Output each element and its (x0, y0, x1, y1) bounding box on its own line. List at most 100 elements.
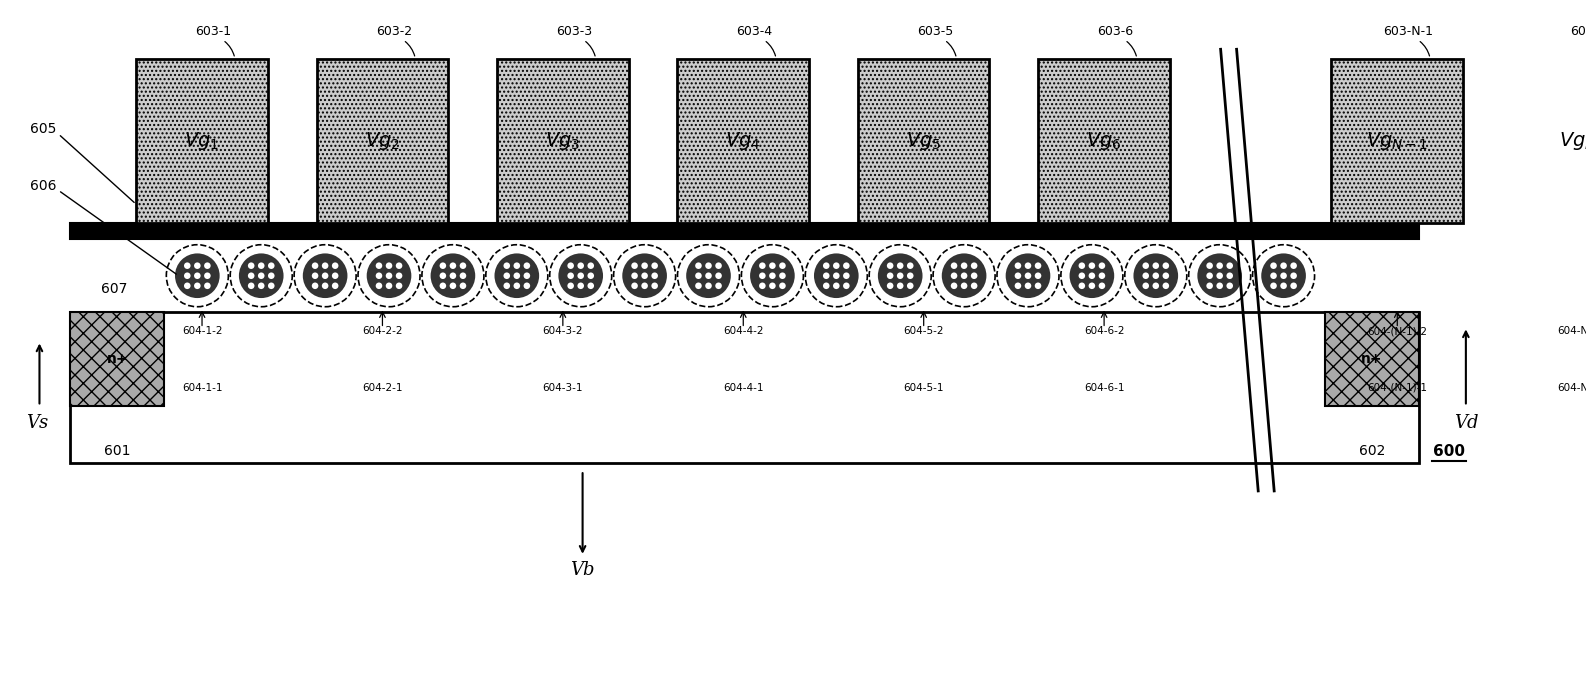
Circle shape (523, 262, 530, 269)
Circle shape (961, 282, 967, 289)
Text: 607: 607 (102, 282, 128, 296)
Circle shape (449, 262, 457, 269)
Circle shape (376, 273, 382, 279)
Circle shape (1078, 262, 1085, 269)
Bar (1324, 312, 1419, 406)
Bar (496, 59, 628, 223)
Circle shape (1280, 262, 1286, 269)
Circle shape (268, 282, 274, 289)
Circle shape (312, 262, 319, 269)
Circle shape (844, 273, 850, 279)
Circle shape (1088, 262, 1096, 269)
Circle shape (184, 273, 190, 279)
Circle shape (1124, 245, 1186, 307)
Circle shape (741, 245, 804, 307)
Circle shape (331, 273, 338, 279)
Text: 605: 605 (30, 122, 57, 136)
Circle shape (779, 282, 785, 289)
Circle shape (247, 282, 254, 289)
Circle shape (1188, 245, 1251, 307)
Circle shape (844, 282, 850, 289)
Circle shape (1197, 254, 1242, 298)
Circle shape (193, 273, 200, 279)
Circle shape (687, 254, 731, 298)
Circle shape (814, 254, 858, 298)
Circle shape (396, 273, 403, 279)
Circle shape (933, 245, 994, 307)
Circle shape (385, 282, 392, 289)
Text: 604-6-2: 604-6-2 (1083, 326, 1124, 336)
Circle shape (268, 262, 274, 269)
Circle shape (1078, 273, 1085, 279)
Circle shape (322, 282, 328, 289)
Text: $Vg_{6}$: $Vg_{6}$ (1086, 130, 1121, 152)
Circle shape (769, 273, 776, 279)
Circle shape (706, 282, 712, 289)
Circle shape (1034, 273, 1042, 279)
Circle shape (898, 273, 904, 279)
Circle shape (1163, 282, 1169, 289)
Circle shape (907, 282, 914, 289)
Circle shape (1034, 282, 1042, 289)
Circle shape (833, 282, 839, 289)
Circle shape (971, 273, 977, 279)
Text: 603-4: 603-4 (736, 25, 772, 38)
Text: 603-1: 603-1 (195, 25, 232, 38)
Circle shape (587, 273, 595, 279)
Circle shape (430, 254, 476, 298)
Circle shape (750, 254, 795, 298)
Text: 602: 602 (1359, 445, 1385, 459)
Circle shape (1153, 262, 1159, 269)
Circle shape (205, 262, 211, 269)
Circle shape (268, 273, 274, 279)
Circle shape (1216, 262, 1223, 269)
Circle shape (760, 282, 766, 289)
Text: 604-5-1: 604-5-1 (904, 383, 944, 393)
Circle shape (950, 273, 958, 279)
Circle shape (247, 273, 254, 279)
Circle shape (1226, 273, 1232, 279)
Circle shape (239, 254, 284, 298)
Circle shape (1153, 273, 1159, 279)
Circle shape (879, 254, 923, 298)
Circle shape (1207, 262, 1213, 269)
Text: $Vg_{2}$: $Vg_{2}$ (365, 130, 400, 152)
Circle shape (760, 273, 766, 279)
Circle shape (1142, 273, 1148, 279)
Circle shape (769, 282, 776, 289)
Circle shape (641, 262, 649, 269)
Circle shape (449, 282, 457, 289)
Circle shape (422, 245, 484, 307)
Circle shape (1280, 282, 1286, 289)
Circle shape (806, 245, 868, 307)
Circle shape (1226, 282, 1232, 289)
Circle shape (193, 282, 200, 289)
Circle shape (1207, 282, 1213, 289)
Text: 604-4-2: 604-4-2 (723, 326, 763, 336)
Circle shape (1291, 273, 1297, 279)
Circle shape (312, 273, 319, 279)
Text: $Vg_{1}$: $Vg_{1}$ (184, 130, 219, 152)
Circle shape (1216, 282, 1223, 289)
Circle shape (205, 282, 211, 289)
Circle shape (898, 262, 904, 269)
Circle shape (1216, 273, 1223, 279)
Text: 604-(N-1)-1: 604-(N-1)-1 (1367, 383, 1427, 393)
Circle shape (485, 245, 547, 307)
Circle shape (950, 282, 958, 289)
Text: 604-3-1: 604-3-1 (542, 383, 584, 393)
Circle shape (1099, 262, 1105, 269)
Circle shape (833, 273, 839, 279)
Circle shape (503, 273, 511, 279)
Bar (317, 59, 449, 223)
Circle shape (1015, 273, 1021, 279)
Circle shape (652, 262, 658, 269)
Circle shape (1142, 282, 1148, 289)
Circle shape (230, 245, 292, 307)
Text: 604-1-1: 604-1-1 (182, 383, 222, 393)
Circle shape (631, 262, 638, 269)
Text: 603-2: 603-2 (376, 25, 412, 38)
Circle shape (259, 282, 265, 289)
Circle shape (706, 262, 712, 269)
Circle shape (898, 282, 904, 289)
